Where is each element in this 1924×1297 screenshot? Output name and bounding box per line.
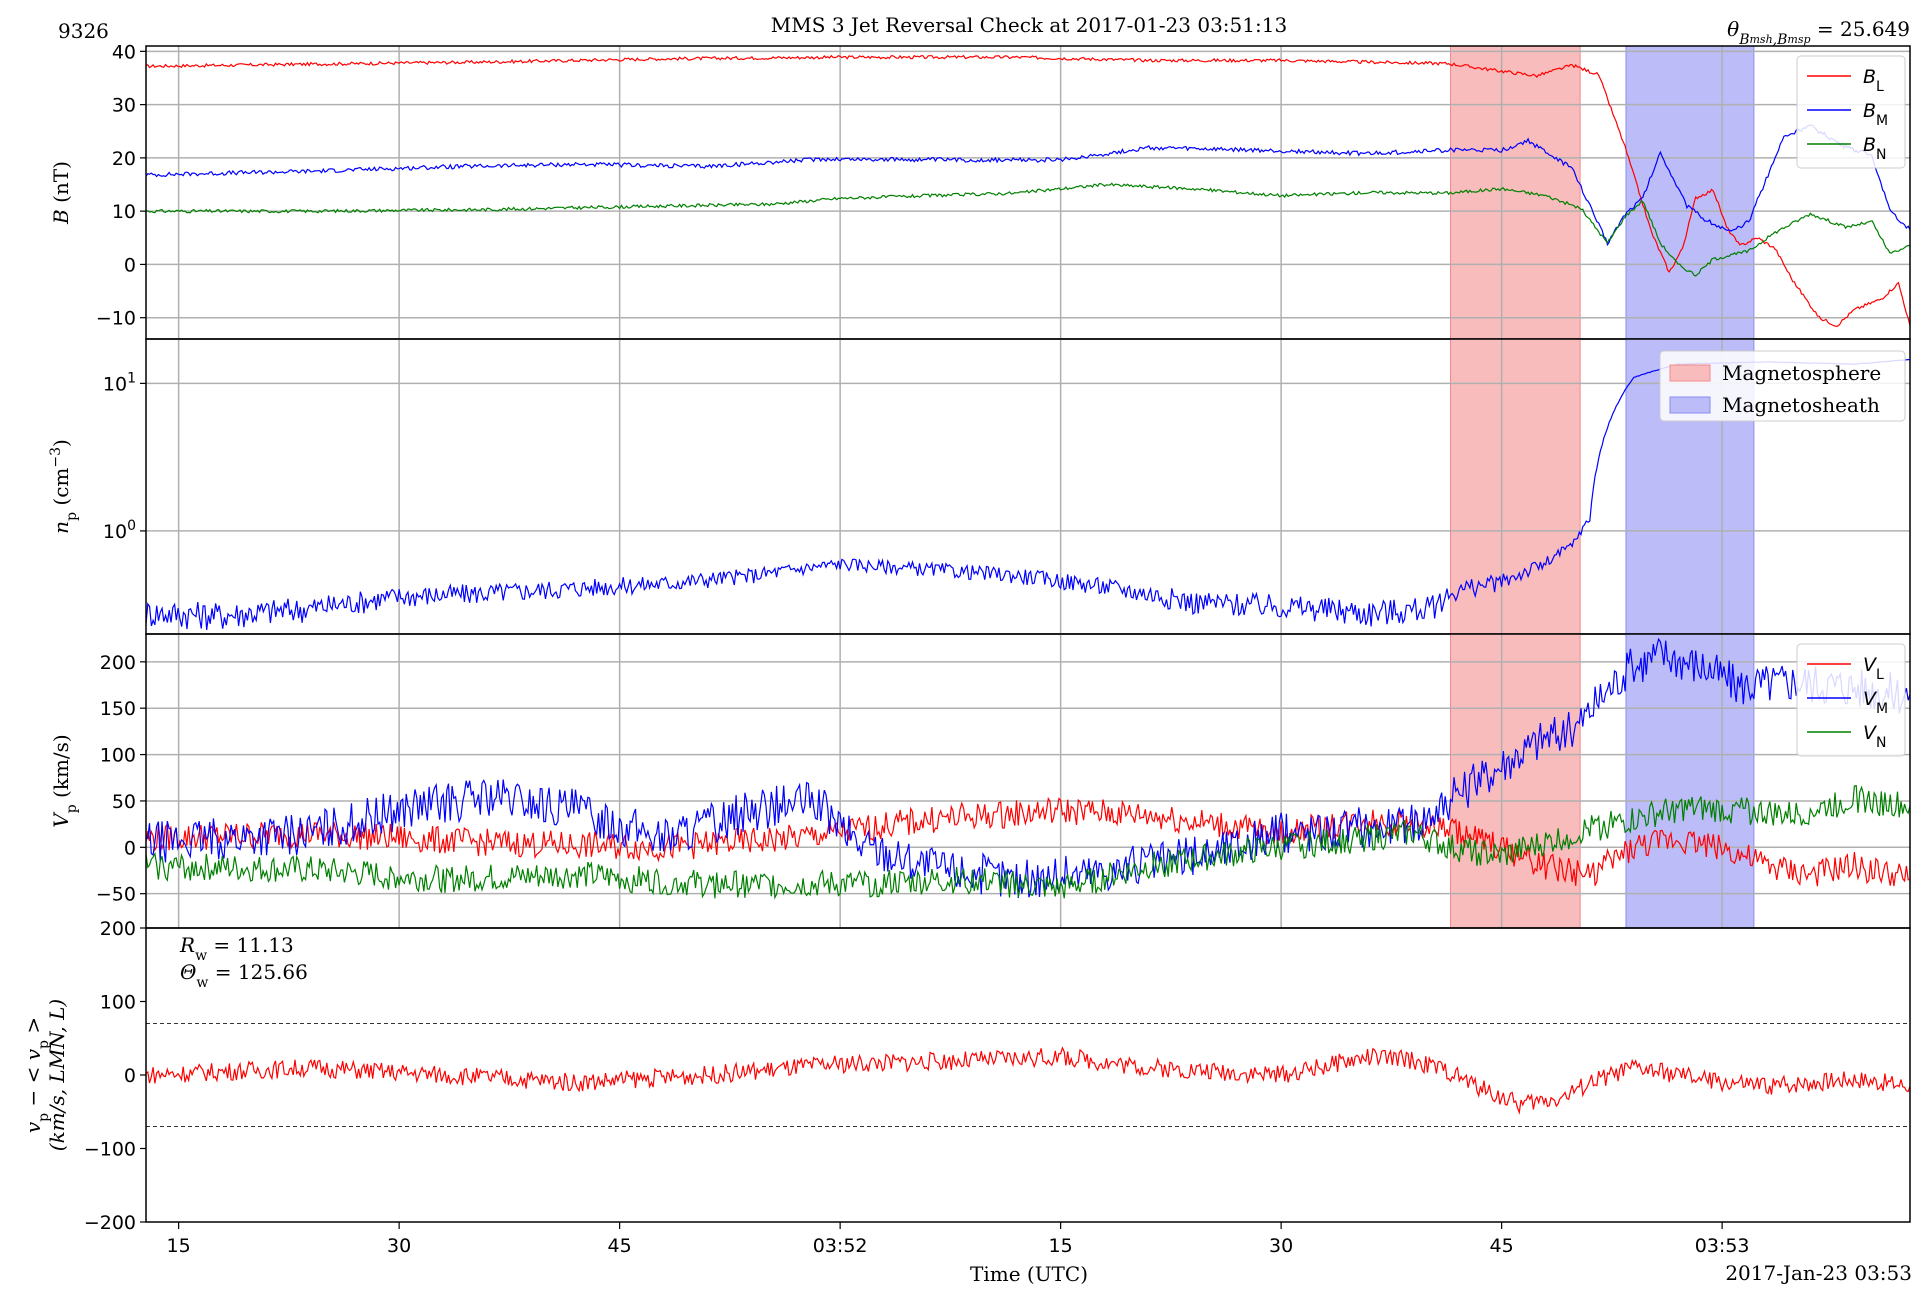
y-tick-label: 100 [103,518,136,543]
theta-annotation: θBmsh,Bmsp = 25.649 [1727,17,1910,48]
y-tick-label: 10 [112,201,136,223]
x-axis-label: Time (UTC) [970,1262,1088,1286]
x-tick-label: 45 [608,1235,632,1257]
legend-swatch [1669,396,1711,414]
shaded-magnetosheath [1625,45,1755,340]
series-line-n-p [145,359,1910,630]
legend-label: VN [1863,722,1886,751]
y-tick-label: −100 [84,1139,136,1161]
series-line-b-m [145,124,1911,247]
legend-box [1659,350,1906,422]
y-axis-label: Vp (km/s) [49,734,80,827]
x-tick-label: 30 [1269,1235,1293,1257]
series-line-v-n [145,784,1911,900]
legend-box [1796,55,1906,169]
y-tick-label: 30 [112,95,136,117]
y-tick-label: −10 [96,308,136,330]
y-tick-label: 101 [103,370,136,395]
y-tick-label: 0 [124,837,136,859]
y-tick-label: 100 [100,992,136,1014]
panel-annotation: Rw = 11.13 [179,933,294,964]
legend-label: VM [1863,688,1888,717]
y-tick-label: 150 [100,698,136,720]
panel-frame [145,927,1911,1223]
figure-title: MMS 3 Jet Reversal Check at 2017-01-23 0… [771,13,1287,37]
legend-label: BL [1863,66,1884,95]
series-line-v-l [145,796,1911,887]
shaded-magnetosheath [1625,633,1755,929]
legend-label: VL [1863,654,1884,683]
y-axis-label-line2: (km/s, LMN, L) [45,999,69,1151]
legend-swatch [1669,364,1711,382]
y-tick-label: 0 [124,1065,136,1087]
x-tick-label: 15 [1049,1235,1073,1257]
panel-velocity-residual: 200 100 0 −100 −200 15 30 45 03:52 15 30 45 03:53 vp … [21,918,1911,1257]
panel-velocity: 200 150 100 50 0 −50 Vp (km/s) VL VM VN [49,633,1911,929]
legend-label: BN [1863,134,1887,163]
series-line-v-l-residual [145,1046,1911,1115]
panel-b-field: 40 30 20 10 0 −10 B (nT) BL BM BN [49,41,1911,340]
date-label: 2017-Jan-23 03:53 [1725,1261,1912,1285]
y-tick-label: −200 [84,1212,136,1234]
series-line-b-l [145,54,1911,328]
legend-label: Magnetosheath [1722,393,1880,417]
panel-annotation: Θw = 125.66 [180,960,308,991]
panel-density: 101 100 np (cm−3) Magnetosphere Magnetosheat… [48,338,1911,635]
y-tick-label: 0 [124,254,136,276]
y-tick-label: 200 [100,652,136,674]
x-tick-label: 30 [387,1235,411,1257]
figure-id-label: 9326 [58,19,109,43]
x-tick-label: 15 [167,1235,191,1257]
y-axis-label: np (cm−3) [48,439,80,534]
legend-label: BM [1863,100,1888,129]
y-tick-label: 50 [112,791,136,813]
y-tick-label: −50 [96,884,136,906]
y-tick-label: 20 [112,148,136,170]
y-tick-label: 40 [112,41,136,63]
series-line-v-m [145,637,1911,898]
legend-label: Magnetosphere [1722,361,1881,385]
x-tick-label: 45 [1490,1235,1514,1257]
y-tick-label: 200 [100,918,136,940]
x-tick-label: 03:53 [1695,1235,1750,1257]
y-axis-label: B (nT) [49,161,73,225]
shaded-magnetosphere [1449,45,1581,340]
legend-box [1796,643,1906,757]
y-axis-label: vp − < vp > [21,1017,52,1133]
series-line-b-n [145,182,1911,277]
x-tick-label: 03:52 [813,1235,868,1257]
y-tick-label: 100 [100,745,136,767]
